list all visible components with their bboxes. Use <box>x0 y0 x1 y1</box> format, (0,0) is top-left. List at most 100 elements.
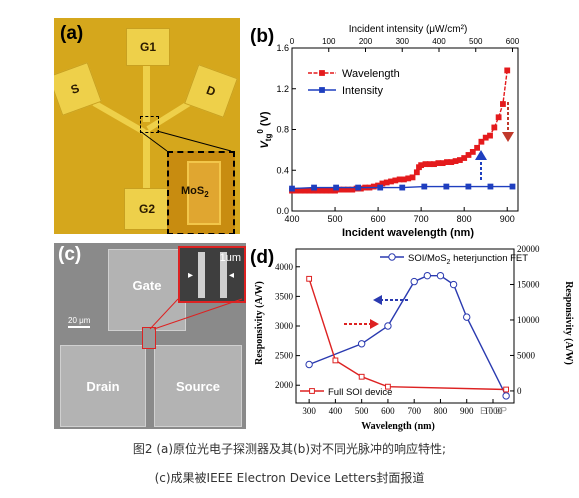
b-data-point <box>355 184 362 191</box>
panel-d-label: (d) <box>250 247 274 268</box>
b-data-point <box>465 152 472 158</box>
inset-arrow-right: ▸ <box>188 270 194 281</box>
gate-lead-bottom <box>143 130 150 190</box>
panel-b-label: (b) <box>250 26 274 47</box>
gate-lead-top <box>143 52 150 122</box>
inset-arrow-left: ◂ <box>229 270 235 281</box>
b-x-tick-label: 900 <box>500 214 515 224</box>
d-y-left-tick-label: 3000 <box>275 321 294 331</box>
b-y-axis-title: Vtg0 (V) <box>256 111 273 148</box>
b-x-tick-label: 600 <box>371 214 386 224</box>
d-x-tick-label: 400 <box>329 406 343 416</box>
mos2-label: MoS2 <box>181 185 209 200</box>
b-data-point <box>333 184 339 191</box>
b-y-tick-label: 0.4 <box>276 165 289 175</box>
d-data-point <box>357 340 366 348</box>
d-series-line-1 <box>308 278 507 391</box>
b-top-tick-label: 100 <box>322 37 336 46</box>
b-top-tick-label: 300 <box>396 37 410 46</box>
b-data-point <box>413 169 420 176</box>
channel-bridge <box>142 327 156 349</box>
d-annotation-arrows <box>344 295 408 329</box>
d-x-tick-label: 1000 <box>484 406 503 416</box>
b-top-tick-label: 0 <box>290 37 295 46</box>
scale-bar <box>68 326 90 328</box>
inset-scale-label: 1um <box>219 252 241 264</box>
b-data-point <box>465 183 472 190</box>
d-data-point <box>436 271 445 280</box>
b-data-point <box>409 174 416 181</box>
caption-line-1: 图2 (a)原位光电子探测器及其(b)对不同光脉冲的响应特性; <box>132 442 447 456</box>
b-legend-label: Wavelength <box>342 68 400 80</box>
device-micrograph: G1 S D G2 MoS2 (a) <box>54 18 240 234</box>
d-data-point <box>423 271 432 280</box>
b-data-point <box>491 124 498 131</box>
d-data-point <box>385 383 391 390</box>
d-y-right-tick-label: 5000 <box>517 350 536 360</box>
b-top-tick-label: 600 <box>506 37 520 46</box>
d-data-point <box>503 386 510 393</box>
b-y-tick-label: 1.6 <box>276 43 289 53</box>
drain-electrode: Drain <box>60 345 146 427</box>
d-data-point <box>410 277 418 286</box>
b-x-tick-label: 500 <box>328 214 343 224</box>
b-top-axis-title: Incident intensity (μW/cm²) <box>349 24 468 35</box>
d-y-left-tick-label: 2000 <box>275 380 294 390</box>
b-x-axis-title: Incident wavelength (nm) <box>342 227 474 239</box>
d-x-tick-label: 500 <box>355 406 369 416</box>
d-data-point <box>332 357 339 364</box>
gate-electrode: Gate <box>108 249 186 331</box>
b-x-tick-label: 700 <box>414 214 429 224</box>
b-data-point <box>487 132 493 139</box>
b-legend-label: Intensity <box>342 85 383 97</box>
b-y-tick-label: 0.8 <box>276 125 289 135</box>
b-data-point <box>289 185 295 192</box>
chart-d: (d) Wavelength (nm) Responsivity (A/W) R… <box>250 244 574 432</box>
d-data-point <box>384 322 392 330</box>
d-x-tick-label: 900 <box>460 406 474 416</box>
d-x-axis-title: Wavelength (nm) <box>361 421 435 432</box>
b-data-point <box>377 184 384 191</box>
b-data-point <box>500 101 506 107</box>
b-data-point <box>504 67 511 74</box>
mos2-flake <box>187 161 221 225</box>
d-data-point <box>463 313 471 321</box>
d-y-right-title: Responsivity (A/W) <box>563 281 574 365</box>
source-electrode: Source <box>154 345 242 427</box>
d-legend-marker <box>309 388 315 394</box>
sem-zoom-lines <box>149 298 243 330</box>
b-y-tick-label: 1.2 <box>276 84 289 94</box>
d-y-left-title: Responsivity (A/W) <box>254 281 265 365</box>
d-data-point <box>449 280 458 289</box>
chart-b: (b) Incident intensity (μW/cm²) Incident… <box>250 24 520 239</box>
d-y-left-tick-label: 2500 <box>275 351 294 361</box>
sem-zoom-inset: ▸ ◂ 1um <box>178 246 246 303</box>
d-legend-label-soi: Full SOI device <box>328 387 392 398</box>
d-y-left-tick-label: 3500 <box>275 291 294 301</box>
d-data-point <box>306 275 313 282</box>
inset-strip <box>220 252 227 298</box>
d-y-right-tick-label: 20000 <box>517 244 540 254</box>
panel-c-label: (c) <box>58 244 82 265</box>
b-data-point <box>509 183 516 190</box>
d-y-right-tick-label: 15000 <box>517 279 540 289</box>
d-legend-label-fet: SOI/MoS2 heterjunction FET <box>408 253 528 266</box>
b-x-tick-label: 800 <box>457 214 472 224</box>
d-x-tick-label: 600 <box>381 406 395 416</box>
inset-strip <box>198 252 205 298</box>
d-data-point <box>502 392 510 400</box>
d-series-line-0 <box>308 275 507 397</box>
d-data-point <box>305 360 313 369</box>
scale-bar-label: 20 μm <box>68 316 91 325</box>
channel-highlight-box <box>140 116 159 133</box>
caption-line-2: (c)成果被IEEE Electron Device Letters封面报道 <box>154 471 425 485</box>
b-x-tick-label: 400 <box>284 214 299 224</box>
b-data-point <box>487 183 494 190</box>
d-x-tick-label: 800 <box>434 406 448 416</box>
b-legend-marker <box>319 70 325 76</box>
d-y-right-tick-label: 10000 <box>517 315 540 325</box>
b-data-point <box>469 149 476 155</box>
b-data-point <box>443 183 450 190</box>
mos2-zoom-inset: MoS2 <box>167 151 235 234</box>
b-top-tick-label: 500 <box>469 37 483 46</box>
